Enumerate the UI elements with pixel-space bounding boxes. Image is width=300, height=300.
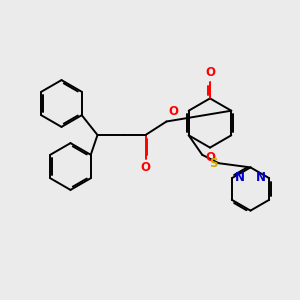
Text: O: O [205, 67, 215, 80]
Text: S: S [209, 157, 218, 170]
Text: O: O [205, 151, 215, 164]
Text: N: N [235, 171, 245, 184]
Text: O: O [169, 105, 178, 118]
Text: O: O [140, 161, 151, 174]
Text: N: N [256, 171, 266, 184]
